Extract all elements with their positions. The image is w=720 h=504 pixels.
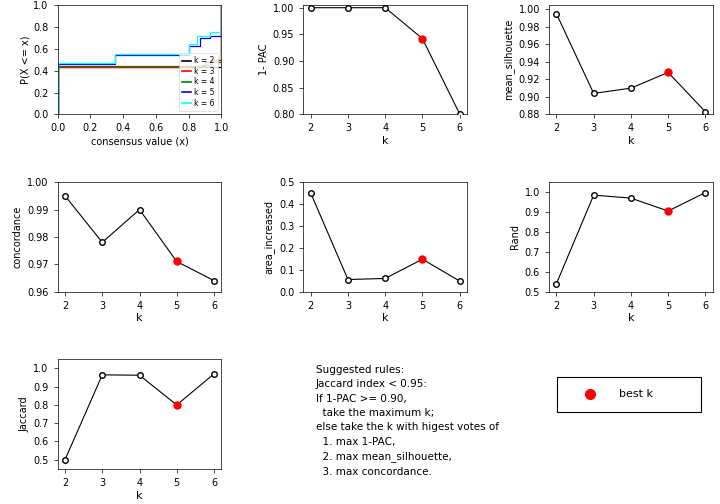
- X-axis label: consensus value (x): consensus value (x): [91, 136, 189, 146]
- Text: Suggested rules:
Jaccard index < 0.95:
If 1-PAC >= 0.90,
  take the maximum k;
e: Suggested rules: Jaccard index < 0.95: I…: [315, 365, 498, 477]
- X-axis label: k: k: [382, 136, 389, 146]
- Y-axis label: 1- PAC: 1- PAC: [258, 44, 269, 76]
- Y-axis label: Rand: Rand: [510, 224, 521, 249]
- Y-axis label: Jaccard: Jaccard: [19, 396, 29, 432]
- Text: best k: best k: [618, 390, 652, 399]
- X-axis label: k: k: [136, 313, 143, 324]
- X-axis label: k: k: [136, 490, 143, 500]
- X-axis label: k: k: [628, 313, 634, 324]
- X-axis label: k: k: [628, 136, 634, 146]
- Legend: k = 2, k = 3, k = 4, k = 5, k = 6: k = 2, k = 3, k = 4, k = 5, k = 6: [179, 53, 217, 110]
- Y-axis label: mean_silhouette: mean_silhouette: [503, 19, 514, 100]
- Y-axis label: P(X <= x): P(X <= x): [20, 35, 30, 84]
- Y-axis label: area_increased: area_increased: [264, 200, 275, 274]
- X-axis label: k: k: [382, 313, 389, 324]
- Y-axis label: concordance: concordance: [13, 206, 23, 268]
